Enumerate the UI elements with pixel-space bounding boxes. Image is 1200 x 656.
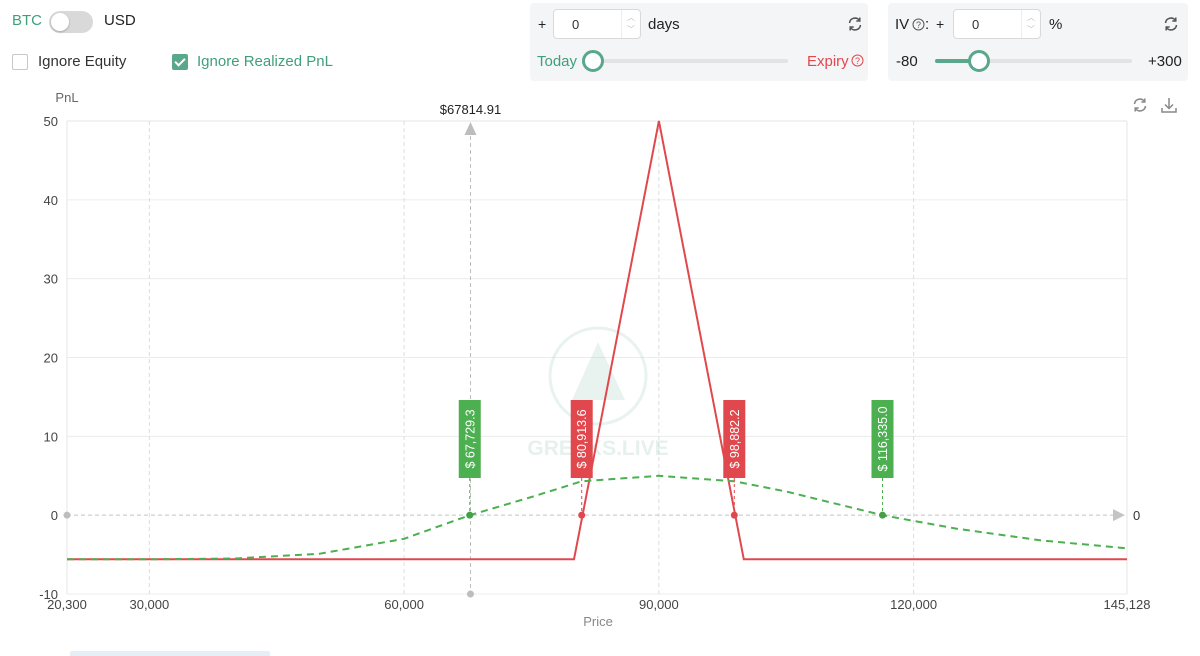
- watermark-logo-triangle: [572, 342, 625, 400]
- breakeven-label: $ 67,729.3: [463, 409, 477, 468]
- y-tick-label: 10: [44, 429, 58, 444]
- x-tick-label: 90,000: [639, 597, 679, 612]
- iv-stepper[interactable]: ︿ ﹀: [1021, 10, 1040, 38]
- y-tick-label: 0: [51, 508, 58, 523]
- iv-slider-track[interactable]: [935, 59, 1132, 63]
- y-tick-label: 50: [44, 114, 58, 129]
- chart-refresh-icon[interactable]: [1133, 98, 1147, 112]
- breakeven-dot: [578, 511, 586, 519]
- pnl-chart[interactable]: GREEKS.LIVE -10 0 10 20 30 40 50 20,300 30,000 60…: [0, 88, 1200, 656]
- chart-axes: -10 0 10 20 30 40 50 20,300 30,000 60,000 90,000 12…: [39, 102, 1150, 612]
- iv-label: IV: [895, 16, 910, 33]
- breakeven-label-box: [570, 400, 593, 478]
- breakeven-label-box: [723, 400, 746, 478]
- ignore-realized-pnl-label[interactable]: Ignore Realized PnL: [197, 53, 333, 70]
- iv-input-value: 0: [972, 17, 980, 32]
- stepper-down-icon[interactable]: ﹀: [1027, 25, 1035, 34]
- zero-axis-arrow: [1113, 509, 1125, 522]
- days-reset-icon[interactable]: [846, 15, 864, 33]
- breakeven-label-box: [458, 400, 481, 478]
- iv-slider-handle[interactable]: [968, 50, 991, 72]
- current-price-base-dot: [466, 590, 474, 598]
- chart-series: [67, 120, 1128, 561]
- watermark-logo-circle: [548, 326, 648, 426]
- x-tick-label: 145,128: [1104, 597, 1151, 612]
- stepper-up-icon[interactable]: ︿: [1027, 13, 1035, 22]
- toggle-knob: [51, 13, 69, 31]
- currency-toggle[interactable]: [49, 11, 93, 33]
- stepper-up-icon[interactable]: ︿: [627, 13, 635, 22]
- x-tick-label: 120,000: [890, 597, 937, 612]
- iv-min-label: -80: [896, 53, 918, 70]
- x-tick-label: 20,300: [47, 597, 87, 612]
- y-tick-label: 20: [44, 351, 58, 366]
- iv-panel: IV ? : + 0 ︿ ﹀ % -80 +300: [888, 3, 1188, 81]
- days-unit-label: days: [648, 16, 680, 33]
- x-tick-label: 30,000: [129, 597, 169, 612]
- expiry-help-icon[interactable]: ?: [851, 54, 864, 67]
- breakeven-dot: [466, 511, 474, 519]
- expiry-label[interactable]: Expiry: [807, 53, 849, 70]
- days-slider-handle[interactable]: [582, 50, 604, 72]
- ignore-equity-label[interactable]: Ignore Equity: [38, 53, 127, 70]
- breakeven-label: $ 80,913.6: [575, 409, 589, 468]
- chart-download-icon[interactable]: [1161, 98, 1177, 113]
- breakeven-dot: [730, 511, 738, 519]
- chart-marks: $ 67,729.3 $ 80,913.6 $ 98,882.2 $ 116,335.…: [458, 400, 894, 519]
- y-tick-label: 40: [44, 193, 58, 208]
- breakeven-label: $ 98,882.2: [728, 409, 742, 468]
- days-stepper[interactable]: ︿ ﹀: [621, 10, 640, 38]
- y-tick-label: -10: [39, 587, 58, 602]
- days-input-value: 0: [572, 17, 580, 32]
- ignore-realized-pnl-checkbox[interactable]: [172, 54, 188, 70]
- breakeven-label-box: [871, 400, 894, 478]
- iv-colon: :: [925, 16, 930, 33]
- breakeven-label: $ 116,335.0: [876, 406, 890, 471]
- y-tick-label: 30: [44, 272, 58, 287]
- days-panel: + 0 ︿ ﹀ days Today Expiry ?: [530, 3, 868, 81]
- breakeven-dot: [878, 511, 886, 519]
- iv-unit-label: %: [1049, 16, 1063, 33]
- today-label[interactable]: Today: [537, 53, 578, 70]
- x-tick-label: 60,000: [384, 597, 424, 612]
- current-price-arrow: [464, 122, 477, 135]
- iv-max-label: +300: [1148, 53, 1182, 70]
- usd-unit-label[interactable]: USD: [104, 12, 136, 29]
- iv-input[interactable]: 0 ︿ ﹀: [953, 9, 1041, 39]
- svg-text:?: ?: [916, 20, 921, 30]
- days-slider-track[interactable]: [588, 59, 788, 63]
- iv-slider-fill: [935, 59, 977, 63]
- zero-axis-origin-dot: [63, 511, 71, 519]
- greeks-live-watermark: GREEKS.LIVE: [527, 326, 669, 460]
- svg-text:?: ?: [855, 56, 860, 66]
- stepper-down-icon[interactable]: ﹀: [627, 25, 635, 34]
- today-pnl-line: [67, 474, 1128, 561]
- bottom-tab-strip[interactable]: [70, 651, 270, 656]
- y-axis-title: PnL: [55, 90, 78, 105]
- watermark-text: GREEKS.LIVE: [527, 437, 668, 460]
- iv-reset-icon[interactable]: [1162, 15, 1180, 33]
- current-price-label: $67814.91: [440, 102, 501, 117]
- ignore-equity-checkbox[interactable]: [12, 54, 28, 70]
- iv-plus-sign: +: [936, 16, 945, 32]
- expiry-pnl-line: [67, 120, 1127, 561]
- zero-axis-label: 0: [1133, 508, 1140, 523]
- days-input[interactable]: 0 ︿ ﹀: [553, 9, 641, 39]
- x-axis-title: Price: [583, 614, 613, 629]
- iv-help-icon[interactable]: ?: [912, 18, 925, 31]
- btc-unit-label[interactable]: BTC: [12, 12, 42, 29]
- days-plus-sign: +: [538, 16, 547, 32]
